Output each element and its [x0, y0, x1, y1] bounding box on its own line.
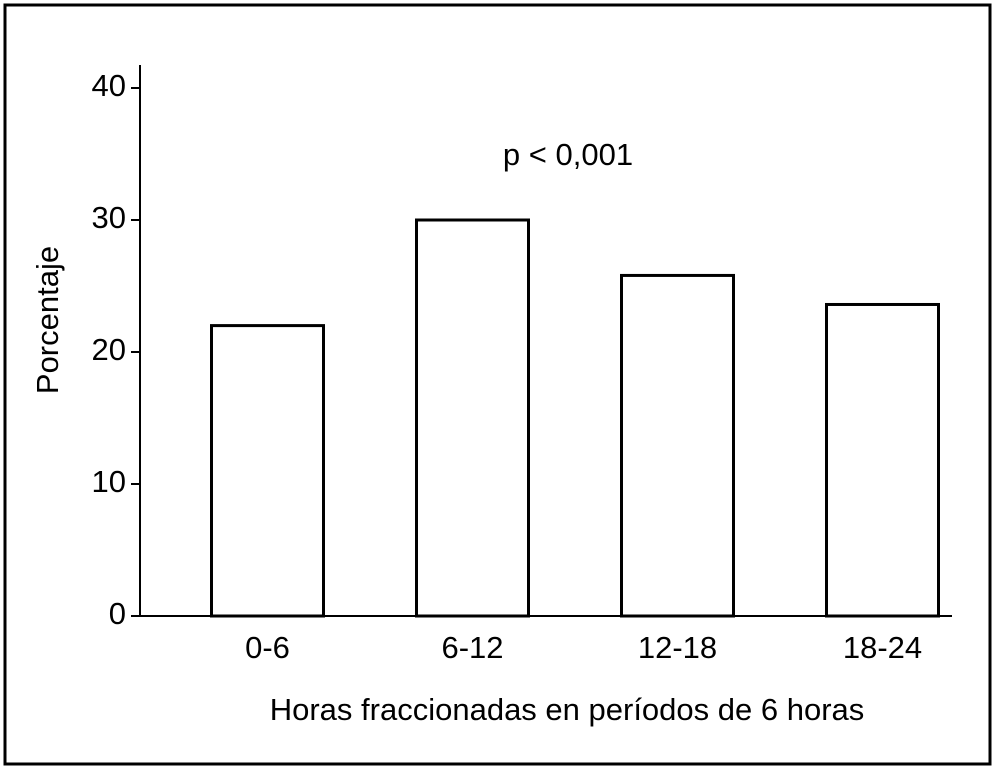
bar [825, 302, 940, 618]
y-tick-label: 30 [92, 200, 126, 235]
y-tick-label: 0 [109, 596, 126, 631]
y-tick-label: 40 [92, 68, 126, 103]
x-tick-label: 18-24 [843, 630, 922, 665]
bar [415, 218, 530, 618]
x-tick-label: 0-6 [245, 630, 290, 665]
y-tick-label: 10 [92, 464, 126, 499]
bar [210, 324, 325, 618]
bar [620, 273, 735, 618]
y-axis-label: Porcentaje [30, 246, 65, 394]
y-tick-label: 20 [92, 332, 126, 367]
x-tick-label: 6-12 [441, 630, 503, 665]
x-axis-label: Horas fraccionadas en períodos de 6 hora… [270, 692, 865, 727]
x-tick-label: 12-18 [638, 630, 717, 665]
frame [3, 3, 992, 766]
annotation: p < 0,001 [503, 137, 633, 172]
